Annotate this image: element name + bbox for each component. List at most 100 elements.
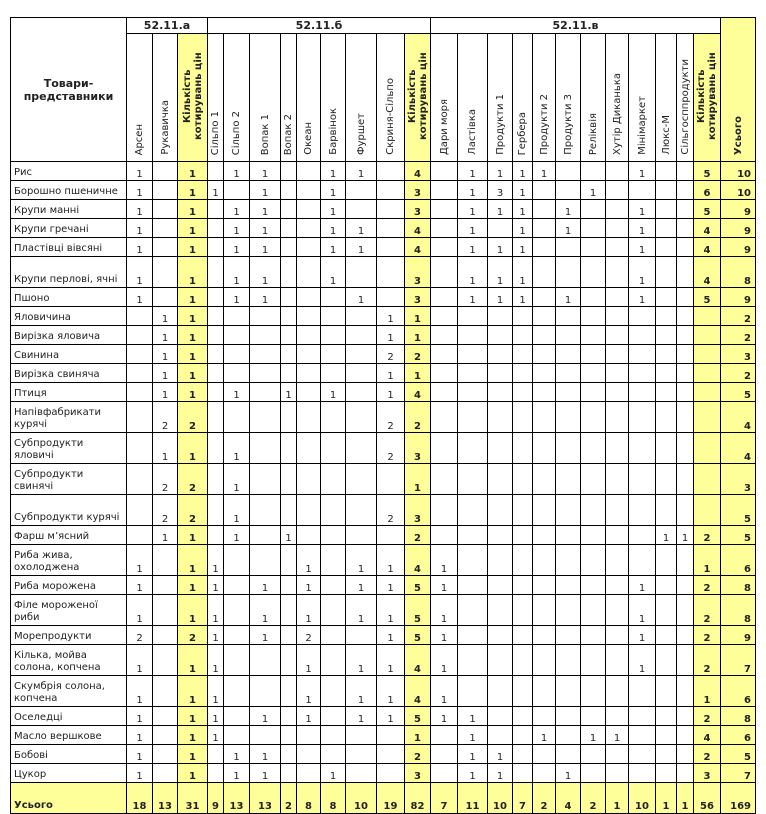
cell — [223, 725, 250, 745]
cell: 1 — [207, 644, 224, 676]
totals-label: Усього — [10, 782, 127, 814]
cell — [152, 199, 178, 219]
cell — [512, 744, 533, 764]
row-total-cell: 8 — [720, 575, 756, 595]
cell — [605, 625, 629, 645]
cell: 1 — [207, 180, 224, 200]
row-total-cell: 8 — [720, 706, 756, 726]
quote-count-cell: 4 — [404, 675, 431, 707]
cell — [207, 218, 224, 238]
header-store: Океан — [296, 33, 321, 162]
cell — [280, 763, 297, 783]
cell — [512, 594, 533, 626]
cell — [296, 382, 321, 402]
quote-count-cell: 3 — [404, 763, 431, 783]
cell — [280, 325, 297, 345]
cell: 1 — [376, 644, 405, 676]
cell: 1 — [320, 763, 346, 783]
cell — [580, 432, 606, 464]
cell — [430, 161, 458, 181]
cell — [655, 594, 677, 626]
cell: 3 — [487, 180, 513, 200]
cell — [207, 306, 224, 326]
cell — [249, 725, 281, 745]
cell — [487, 625, 513, 645]
cell — [207, 344, 224, 364]
cell: 1 — [376, 625, 405, 645]
cell — [207, 763, 224, 783]
cell — [296, 161, 321, 181]
cell — [296, 763, 321, 783]
cell — [655, 644, 677, 676]
header-store: Сільпо 2 — [223, 33, 250, 162]
table-row: Вирізка свиняча 1 1 1 1 2 — [10, 363, 756, 383]
table-row: Субпродукти яловичі 1 1 1 2 3 4 — [10, 432, 756, 464]
header-quote-count: Кількість котирувань цін — [693, 33, 721, 162]
cell — [296, 306, 321, 326]
cell — [320, 287, 346, 307]
quote-count-cell: 3 — [404, 287, 431, 307]
cell — [605, 432, 629, 464]
quote-count-cell: 1 — [177, 199, 208, 219]
table-row: Бобові 1 1 1 1 2 1 1 2 5 — [10, 744, 756, 764]
cell — [207, 382, 224, 402]
cell — [655, 725, 677, 745]
table-row: Масло вершкове 1 1 1 1 1 1 1 1 4 6 — [10, 725, 756, 745]
cell — [430, 218, 458, 238]
cell: 1 — [457, 763, 488, 783]
cell: 2 — [296, 625, 321, 645]
cell: 1 — [555, 199, 581, 219]
cell — [605, 744, 629, 764]
cell — [532, 594, 556, 626]
quote-count-cell: 2 — [177, 401, 208, 433]
header-store: Люкс-М — [655, 33, 677, 162]
total-cell: 1 — [676, 782, 694, 814]
cell — [487, 218, 513, 238]
cell: 1 — [280, 525, 297, 545]
cell — [628, 706, 656, 726]
cell — [430, 725, 458, 745]
cell: 1 — [345, 675, 377, 707]
quote-count-cell: 3 — [404, 494, 431, 526]
cell — [457, 494, 488, 526]
table-row: Борошно пшеничне 1 1 1 1 1 3 1 3 1 1 6 10 — [10, 180, 756, 200]
quote-count-cell — [693, 363, 721, 383]
total-cell: 2 — [280, 782, 297, 814]
row-total-cell: 5 — [720, 382, 756, 402]
cell — [207, 237, 224, 257]
cell: 1 — [223, 763, 250, 783]
cell — [376, 237, 405, 257]
cell — [207, 256, 224, 288]
cell: 1 — [655, 525, 677, 545]
cell: 1 — [345, 544, 377, 576]
cell: 1 — [628, 199, 656, 219]
cell — [296, 744, 321, 764]
cell — [555, 575, 581, 595]
total-cell: 13 — [223, 782, 250, 814]
product-name: Філе мороженої риби — [10, 594, 127, 626]
header-total: Усього — [720, 17, 756, 162]
cell — [580, 463, 606, 495]
cell — [605, 218, 629, 238]
cell — [628, 744, 656, 764]
cell — [628, 763, 656, 783]
row-total-cell: 9 — [720, 199, 756, 219]
cell — [580, 401, 606, 433]
cell: 1 — [126, 725, 153, 745]
cell — [320, 344, 346, 364]
cell — [580, 363, 606, 383]
quote-count-cell: 2 — [404, 525, 431, 545]
cell: 1 — [345, 287, 377, 307]
cell: 1 — [345, 706, 377, 726]
cell — [532, 180, 556, 200]
cell: 1 — [207, 725, 224, 745]
cell — [223, 575, 250, 595]
cell: 1 — [223, 432, 250, 464]
quote-count-cell — [693, 325, 721, 345]
cell — [676, 180, 694, 200]
quote-count-cell: 1 — [404, 325, 431, 345]
cell — [320, 432, 346, 464]
cell — [345, 463, 377, 495]
cell — [605, 463, 629, 495]
cell — [430, 494, 458, 526]
